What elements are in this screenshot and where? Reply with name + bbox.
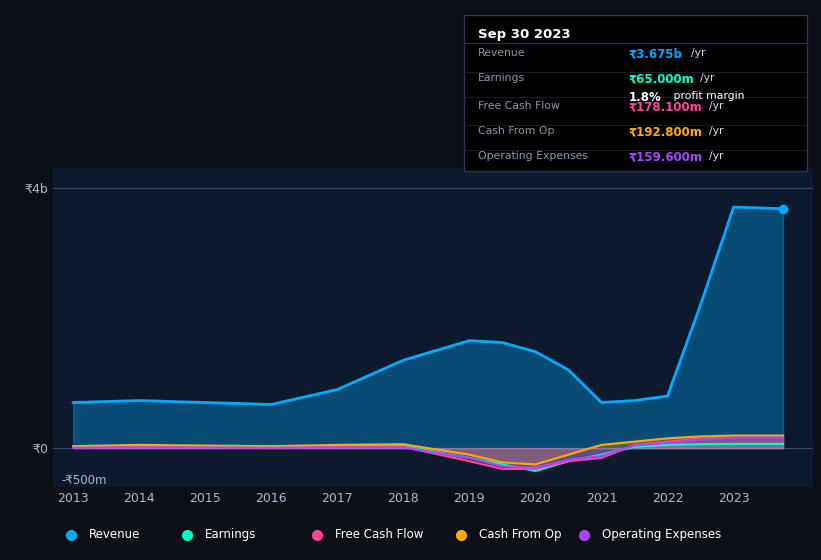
Text: 1.8%: 1.8% bbox=[629, 91, 662, 104]
FancyBboxPatch shape bbox=[464, 15, 807, 171]
Text: Earnings: Earnings bbox=[204, 528, 256, 542]
Text: /yr: /yr bbox=[709, 151, 723, 161]
Text: Revenue: Revenue bbox=[478, 48, 525, 58]
Text: Revenue: Revenue bbox=[89, 528, 140, 542]
Text: ₹192.800m: ₹192.800m bbox=[629, 125, 703, 139]
Text: ₹3.675b: ₹3.675b bbox=[629, 48, 682, 61]
Text: Free Cash Flow: Free Cash Flow bbox=[335, 528, 423, 542]
Text: profit margin: profit margin bbox=[670, 91, 745, 101]
Text: /yr: /yr bbox=[691, 48, 705, 58]
Text: /yr: /yr bbox=[700, 73, 714, 83]
Text: ₹65.000m: ₹65.000m bbox=[629, 73, 695, 86]
Text: Earnings: Earnings bbox=[478, 73, 525, 83]
Text: /yr: /yr bbox=[709, 125, 723, 136]
Text: -₹500m: -₹500m bbox=[62, 474, 107, 487]
Text: Operating Expenses: Operating Expenses bbox=[478, 151, 588, 161]
Text: ₹178.100m: ₹178.100m bbox=[629, 101, 702, 114]
Text: Sep 30 2023: Sep 30 2023 bbox=[478, 27, 571, 40]
Text: Free Cash Flow: Free Cash Flow bbox=[478, 101, 559, 111]
Text: Operating Expenses: Operating Expenses bbox=[602, 528, 721, 542]
Text: Cash From Op: Cash From Op bbox=[479, 528, 562, 542]
Text: ₹159.600m: ₹159.600m bbox=[629, 151, 703, 164]
Text: /yr: /yr bbox=[709, 101, 723, 111]
Text: Cash From Op: Cash From Op bbox=[478, 125, 554, 136]
